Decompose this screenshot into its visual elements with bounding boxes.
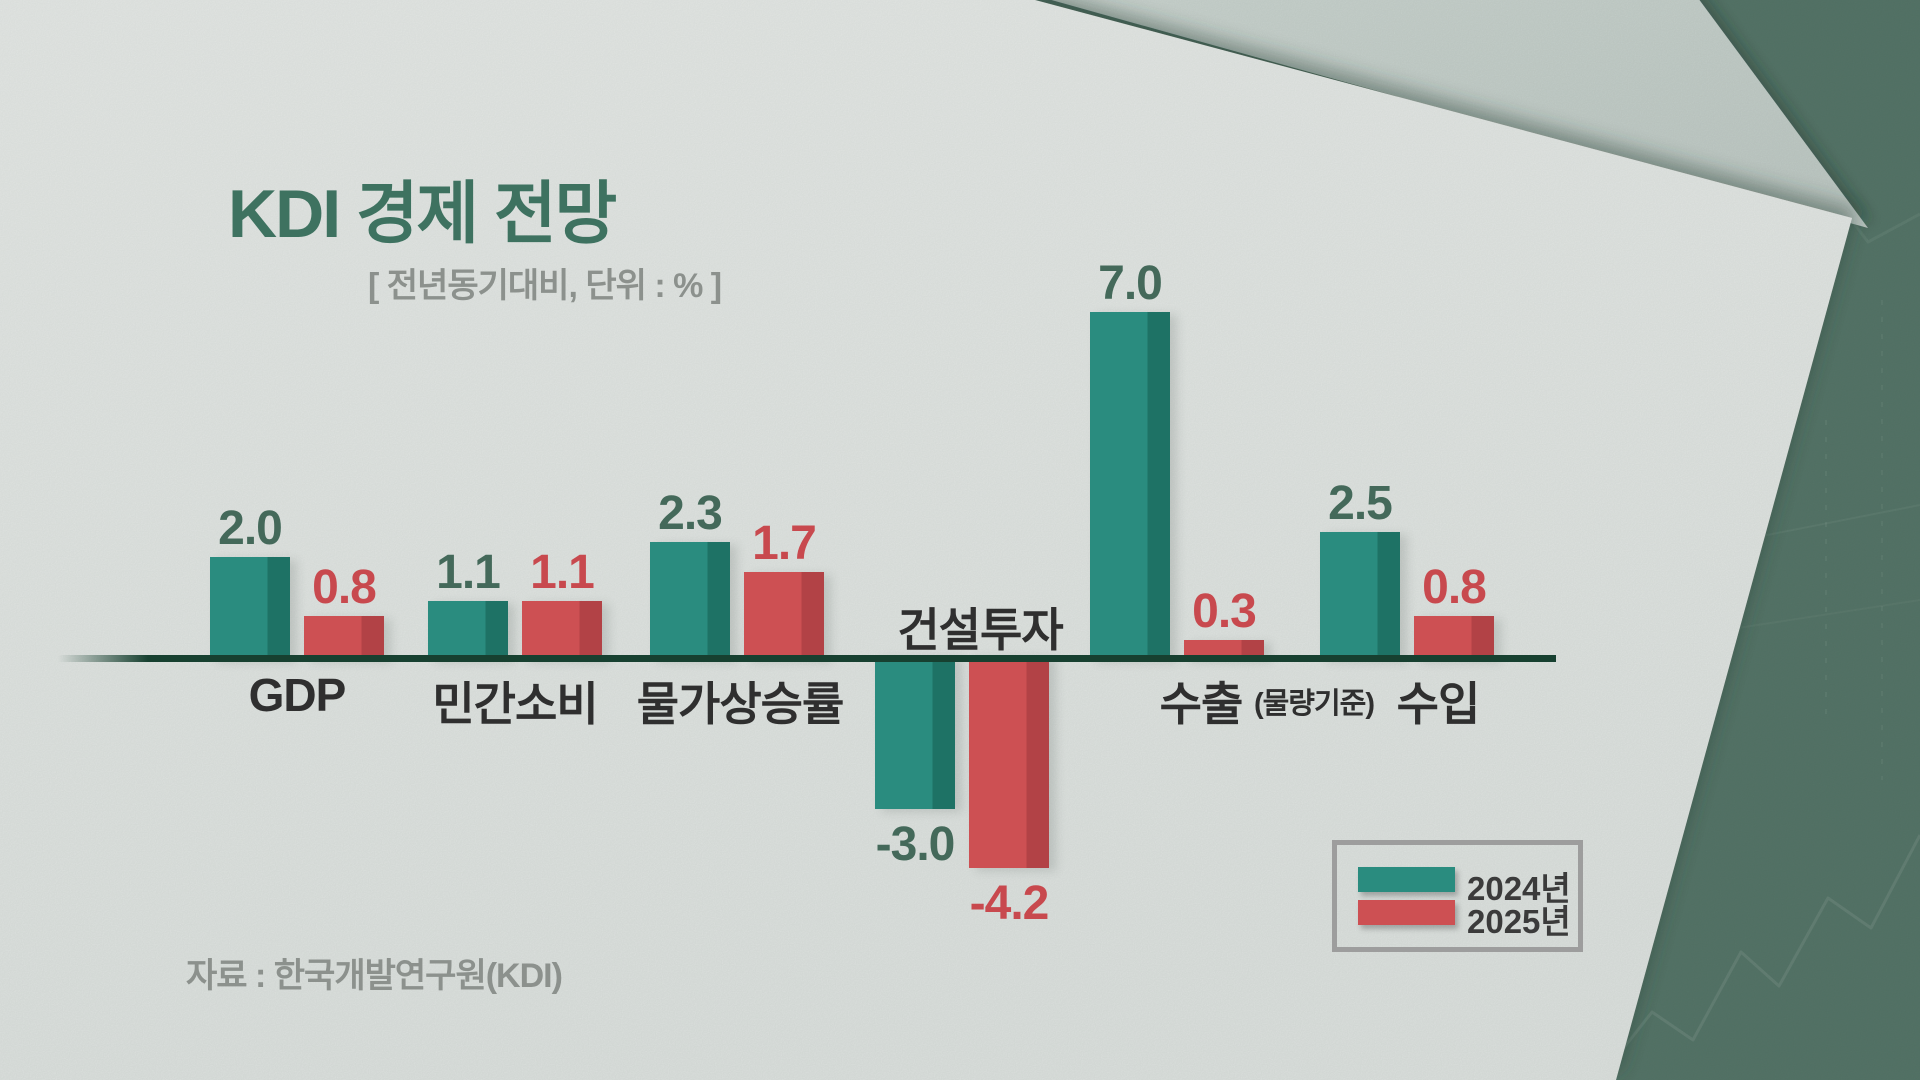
category-label-inflation: 물가상승률 xyxy=(636,678,845,730)
category-label-imports: 수입 xyxy=(1396,678,1481,730)
category-label-construction-investment: 건설투자 xyxy=(897,604,1063,656)
bar-2024년-imports xyxy=(1320,532,1400,659)
legend-swatch-2024 xyxy=(1358,867,1455,892)
value-label-2024년-construction-investment: -3.0 xyxy=(875,818,956,871)
category-note-exports: (물량기준) xyxy=(1253,688,1375,720)
bar-2025년-imports xyxy=(1414,616,1494,659)
bar-2025년-exports xyxy=(1184,640,1264,659)
chart-subtitle: [ 전년동기대비, 단위 : % ] xyxy=(368,267,722,305)
value-label-2024년-exports: 7.0 xyxy=(1098,257,1163,310)
bar-2025년-gdp xyxy=(304,616,384,659)
bar-2024년-private-consumption xyxy=(428,601,508,659)
bar-2025년-inflation xyxy=(744,572,824,659)
source-note: 자료 : 한국개발연구원(KDI) xyxy=(186,957,563,995)
bar-2024년-inflation xyxy=(650,542,730,659)
value-label-2024년-imports: 2.5 xyxy=(1328,477,1393,530)
value-label-2025년-inflation: 1.7 xyxy=(752,517,817,570)
zero-baseline xyxy=(58,655,1556,662)
category-label-gdp: GDP xyxy=(248,669,347,721)
value-label-2024년-gdp: 2.0 xyxy=(218,502,283,555)
bar-2025년-construction-investment xyxy=(969,655,1049,868)
bar-2024년-construction-investment xyxy=(875,655,955,809)
value-label-2025년-exports: 0.3 xyxy=(1192,585,1257,638)
legend-label-2025: 2025년 xyxy=(1467,903,1571,940)
chart-title: KDI 경제 전망 xyxy=(228,176,617,252)
category-label-exports: 수출 xyxy=(1159,678,1244,730)
value-label-2024년-inflation: 2.3 xyxy=(658,487,723,540)
value-label-2025년-gdp: 0.8 xyxy=(312,561,377,614)
category-label-private-consumption: 민간소비 xyxy=(432,678,598,730)
legend-box: 2024년 2025년 xyxy=(1332,840,1583,952)
legend-label-2024: 2024년 xyxy=(1467,870,1571,907)
value-label-2025년-imports: 0.8 xyxy=(1422,561,1487,614)
bar-2024년-gdp xyxy=(210,557,290,659)
legend-swatch-2025 xyxy=(1358,900,1455,925)
value-label-2025년-construction-investment: -4.2 xyxy=(969,877,1050,930)
value-label-2024년-private-consumption: 1.1 xyxy=(436,546,501,599)
value-label-2025년-private-consumption: 1.1 xyxy=(530,546,595,599)
bar-2025년-private-consumption xyxy=(522,601,602,659)
bar-2024년-exports xyxy=(1090,312,1170,659)
